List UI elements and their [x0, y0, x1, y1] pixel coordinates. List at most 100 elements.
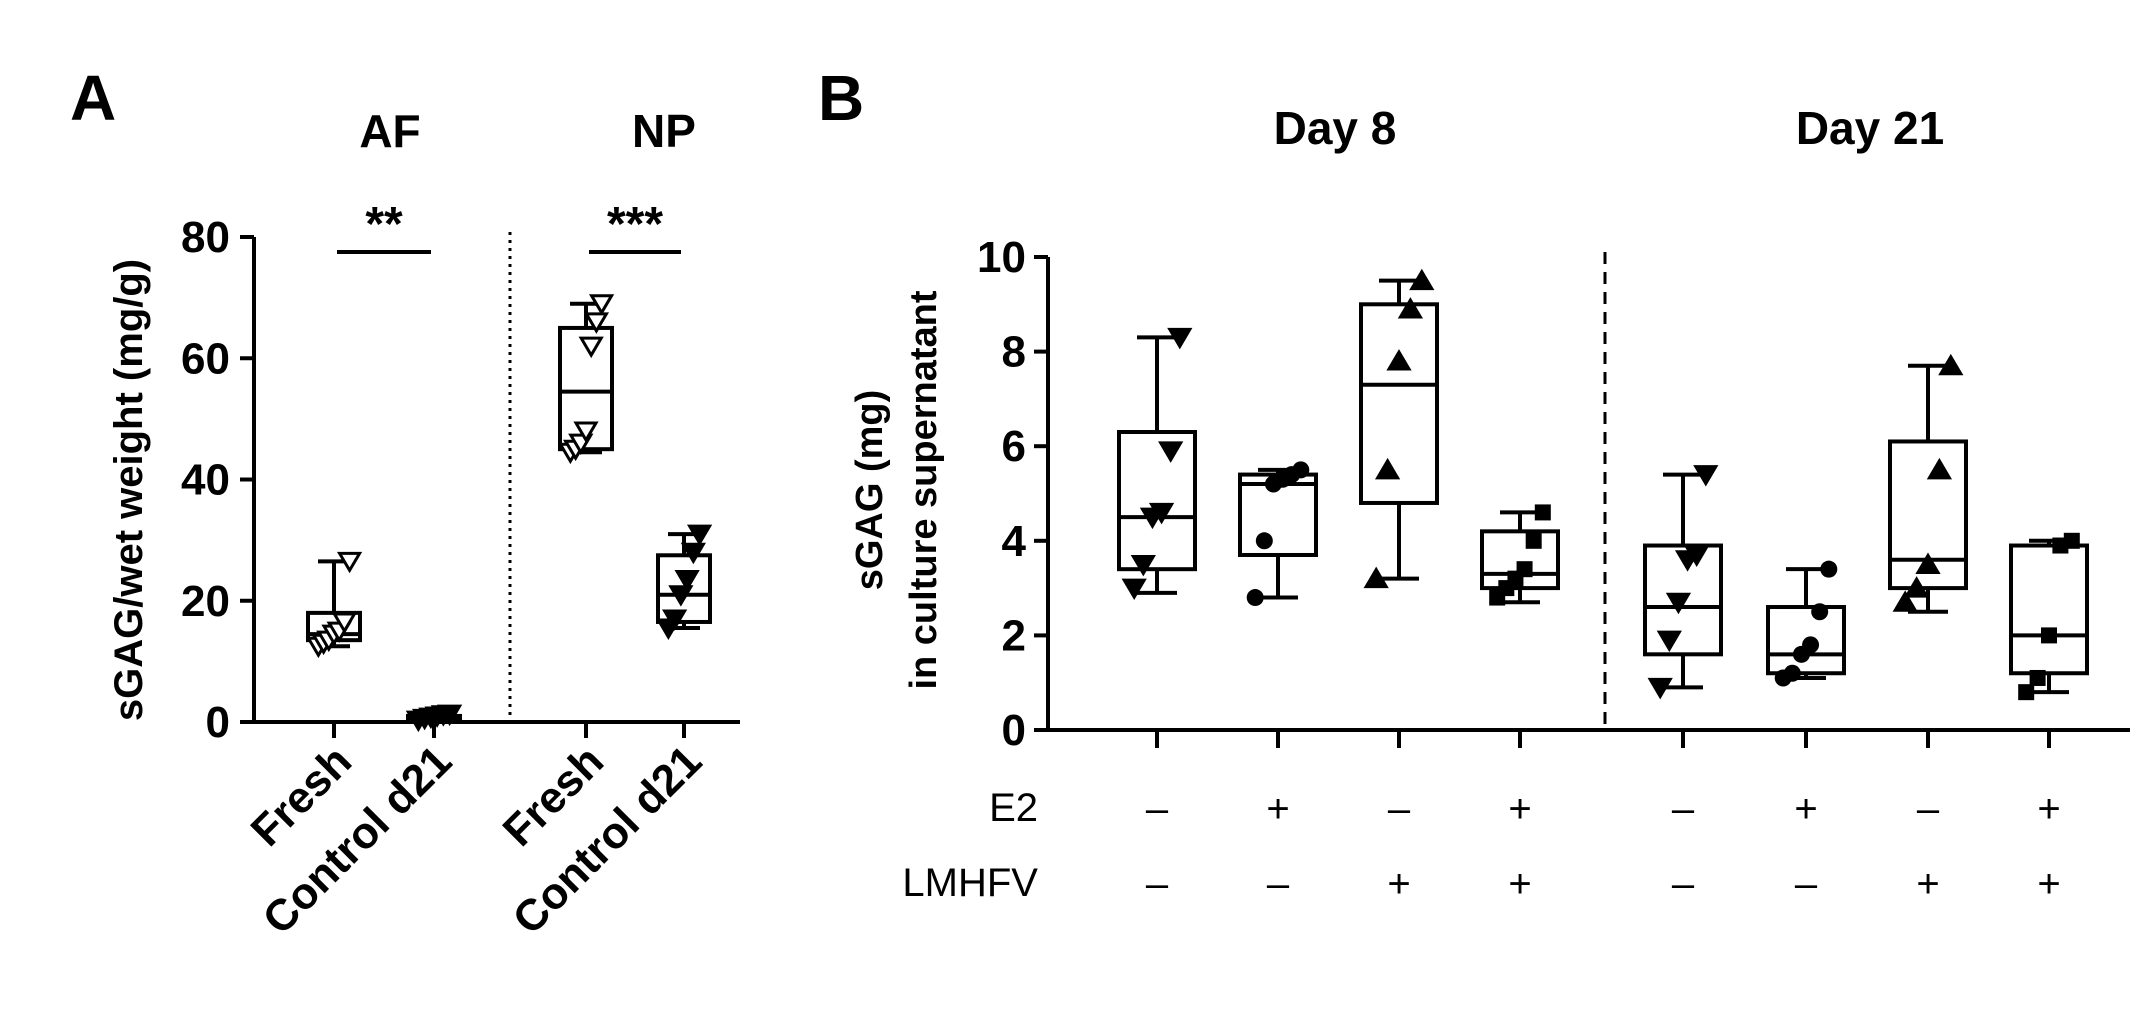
panel-b-lmhfv-sign: +: [1916, 862, 1939, 906]
data-point: [1820, 560, 1838, 578]
panel-b-e2-sign: –: [1388, 787, 1411, 831]
data-point: [1525, 532, 1542, 549]
panel-b-e2-sign: +: [1508, 787, 1531, 831]
panel-a-y-tick-label: 80: [181, 213, 230, 262]
data-point: [1926, 457, 1953, 480]
panel-b-y-tick-label: 6: [1002, 422, 1026, 471]
panel-a-group-title-np: NP: [632, 105, 696, 157]
data-point: [1647, 677, 1673, 700]
data-point: [1516, 561, 1533, 578]
data-point: [583, 312, 610, 334]
panel-b-factor-label-lmhfv: LMHFV: [902, 861, 1038, 905]
data-point: [662, 609, 688, 631]
data-point: [2029, 669, 2046, 686]
panel-a-y-tick-label: 40: [181, 456, 230, 505]
panel-b-lmhfv-sign: –: [1672, 862, 1695, 906]
data-point: [1903, 576, 1930, 598]
data-point: [573, 421, 599, 443]
data-point: [1534, 504, 1551, 521]
data-point: [1363, 566, 1389, 589]
data-point: [1386, 349, 1412, 371]
data-point: [1158, 441, 1184, 463]
panel-b-y-tick-label: 8: [1002, 328, 1026, 377]
panel-b-y-tick-label: 10: [977, 233, 1026, 282]
panel-b-y-tick-label: 0: [1002, 706, 1026, 755]
data-point: [1167, 327, 1193, 350]
panel-b-y-axis-label-line1: sGAG (mg): [849, 390, 891, 591]
panel-a-y-tick-label: 60: [181, 334, 230, 383]
data-point: [578, 336, 604, 359]
panel-a-significance-label: ***: [607, 198, 663, 251]
panel-b-lmhfv-sign: –: [1146, 862, 1169, 906]
panel-b-y-tick-label: 2: [1002, 611, 1026, 660]
panel-a-group-0-box-1: [405, 704, 463, 733]
panel-b-e2-sign: –: [1146, 787, 1169, 831]
data-point: [2018, 684, 2035, 701]
data-point: [1811, 603, 1829, 621]
panel-b-e2-sign: +: [1794, 787, 1817, 831]
panel-b-e2-sign: –: [1672, 787, 1695, 831]
panel-a-y-axis-label: sGAG/wet weight (mg/g): [107, 259, 151, 721]
data-point: [1148, 502, 1175, 525]
panel-b-lmhfv-sign: +: [2037, 862, 2060, 906]
panel-b-y-tick-label: 4: [1002, 517, 1027, 566]
box-body: [1117, 430, 1197, 572]
panel-b-lmhfv-sign: +: [1508, 862, 1531, 906]
data-point: [1292, 461, 1310, 479]
panel-b-plot: 0 2 4 6 8 10 – – + – – + + + – – + – – + + +: [977, 233, 2130, 906]
panel-b-group-0-box-1: [1238, 461, 1318, 607]
data-point: [2041, 627, 2057, 644]
panel-a-group-1-box-0: [557, 294, 615, 465]
data-point: [1693, 465, 1719, 487]
data-point: [668, 585, 694, 607]
data-point: [674, 570, 700, 592]
data-point: [1397, 297, 1424, 319]
data-point: [336, 551, 363, 574]
panel-b-group-title-day8: Day 8: [1274, 102, 1397, 154]
data-point: [1255, 532, 1273, 550]
data-point: [436, 704, 463, 727]
panel-b-group-0-box-0: [1117, 327, 1197, 601]
panel-a-group-1-box-1: [655, 524, 713, 640]
panel-b-y-axis-label-line2: in culture supernatant: [903, 290, 945, 689]
data-point: [588, 294, 615, 316]
panel-a-label: A: [70, 62, 116, 134]
panel-b-label: B: [818, 62, 864, 134]
data-point: [1246, 589, 1264, 607]
panel-b-group-1-box-1: [1766, 560, 1846, 687]
panel-b-group-1-box-3: [2009, 532, 2089, 701]
panel-b-lmhfv-sign: –: [1795, 862, 1818, 906]
box-body: [2009, 543, 2089, 676]
panel-b-lmhfv-sign: +: [1387, 862, 1410, 906]
data-point: [2063, 532, 2080, 549]
panel-b-group-title-day21: Day 21: [1796, 102, 1944, 154]
data-point: [1374, 457, 1401, 480]
data-point: [1938, 353, 1964, 376]
data-point: [686, 524, 713, 547]
panel-a-y-tick-label: 0: [206, 698, 230, 747]
panel-b-factor-label-e2: E2: [989, 786, 1038, 830]
box-body: [1766, 605, 1846, 676]
data-point: [331, 612, 358, 634]
panel-a-group-title-af: AF: [359, 105, 420, 157]
data-point: [1656, 630, 1682, 653]
panel-a-significance-label: **: [365, 198, 403, 251]
panel-b-lmhfv-sign: –: [1267, 862, 1290, 906]
data-point: [680, 542, 706, 565]
data-point: [1409, 268, 1435, 291]
panel-b-group-0-box-3: [1480, 504, 1560, 606]
box-body: [1359, 302, 1439, 505]
panel-b-group-1-box-2: [1888, 353, 1968, 614]
panel-b-e2-sign: +: [1266, 787, 1289, 831]
panel-b-e2-sign: +: [2037, 787, 2060, 831]
panel-a: A AF NP sGAG/wet weight (mg/g) 0 20 40 60 80…: [70, 62, 740, 944]
data-point: [1121, 578, 1147, 601]
panel-b: B Day 8 Day 21 sGAG (mg) in culture supe…: [818, 62, 2130, 906]
panel-a-group-0-box-0: [305, 551, 363, 659]
data-point: [1684, 545, 1710, 567]
panel-b-group-1-box-0: [1643, 465, 1723, 700]
panel-b-group-0-box-2: [1359, 268, 1439, 589]
data-point: [1892, 590, 1918, 612]
